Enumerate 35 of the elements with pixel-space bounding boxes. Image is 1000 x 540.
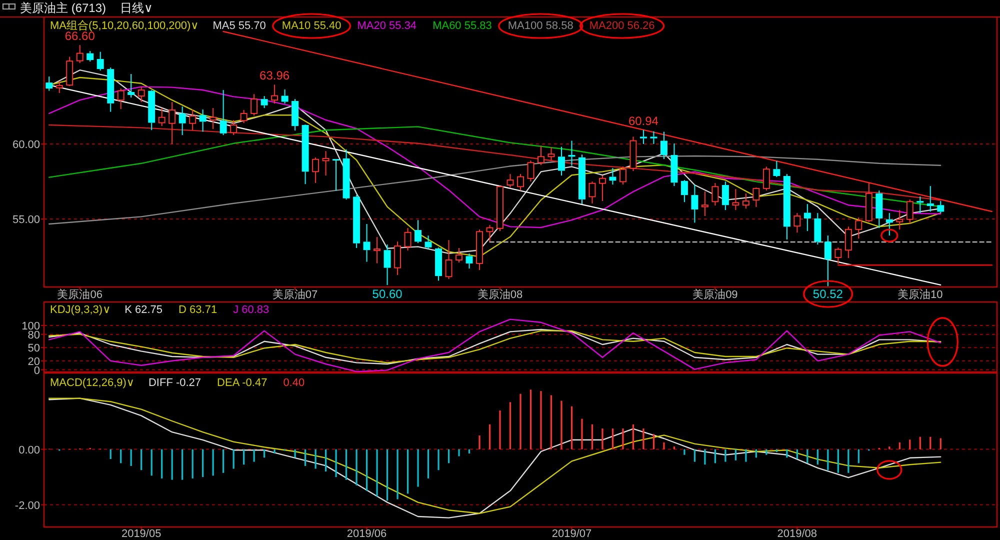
x-tick-label: 美原油08 [477,288,523,301]
text: K 62.75 [124,304,163,316]
x-tick-label: 2019/08 [777,528,818,540]
text: MA60 55.83 [432,20,492,32]
text: 63.96 [260,68,290,83]
chart-title: MACD(12,26,9)∨ [50,377,134,389]
text: MA10 55.40 [282,20,342,32]
text: DIFF -0.27 [148,377,202,389]
x-tick-label: 美原油09 [692,288,738,301]
x-tick-label: 美原油06 [57,288,102,301]
x-tick-label: 2019/06 [346,528,387,540]
text: D 63.71 [178,304,218,316]
chart-title: KDJ(9,3,3)∨ [50,304,111,316]
text: MA100 58.58 [508,20,574,32]
y-tick-label: 0.00 [18,444,40,456]
text: 60.94 [628,114,658,128]
x-tick-label: 2019/05 [121,528,162,540]
y-tick-label: 55.00 [12,214,40,226]
y-tick-label: 60.00 [12,139,40,152]
x-tick-label: 美原油10 [898,288,943,301]
text: 50.52 [812,287,843,301]
text: MA5 55.70 [212,20,266,32]
chart-title: 美原油主 (6713) [20,1,106,15]
text: DEA -0.47 [217,377,268,389]
x-tick-label: 美原油07 [272,288,318,301]
text: MA200 56.26 [589,20,655,32]
text: 0.40 [283,377,305,389]
legend-title: MA组合(5,10,20,60,100,200)∨ [50,19,199,32]
chart-subtitle: 日线∨ [120,1,153,15]
text: 50.60 [372,287,402,301]
y-tick-label: 50 [28,342,40,355]
series-label: J 60.83 [233,304,270,316]
text: MA20 55.34 [357,20,417,32]
y-tick-label: -2.00 [14,500,40,512]
x-tick-label: 2019/07 [552,528,592,540]
